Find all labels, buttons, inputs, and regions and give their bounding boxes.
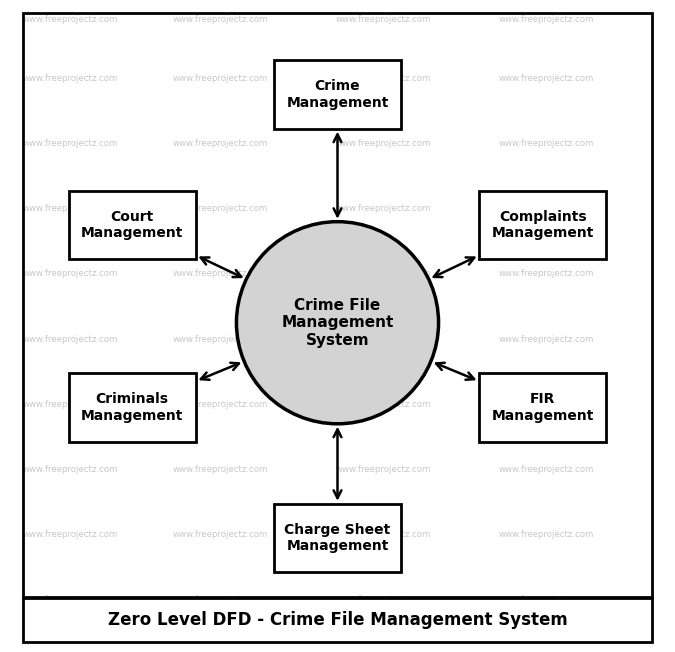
Bar (479, 373, 606, 442)
Text: www.freeprojectz.com: www.freeprojectz.com (172, 530, 268, 539)
Text: www.freeprojectz.com: www.freeprojectz.com (498, 465, 594, 474)
Text: www.freeprojectz.com: www.freeprojectz.com (498, 595, 594, 604)
Text: www.freeprojectz.com: www.freeprojectz.com (498, 74, 594, 83)
Text: www.freeprojectz.com: www.freeprojectz.com (22, 74, 118, 83)
Bar (23, 13, 652, 597)
Text: www.freeprojectz.com: www.freeprojectz.com (22, 139, 118, 148)
Text: Crime
Management: Crime Management (286, 80, 389, 110)
Bar (274, 503, 401, 572)
Text: www.freeprojectz.com: www.freeprojectz.com (172, 269, 268, 278)
Text: www.freeprojectz.com: www.freeprojectz.com (172, 204, 268, 213)
Text: www.freeprojectz.com: www.freeprojectz.com (22, 530, 118, 539)
Circle shape (236, 222, 439, 424)
Text: www.freeprojectz.com: www.freeprojectz.com (498, 334, 594, 344)
Text: www.freeprojectz.com: www.freeprojectz.com (22, 595, 118, 604)
Text: www.freeprojectz.com: www.freeprojectz.com (172, 334, 268, 344)
Text: www.freeprojectz.com: www.freeprojectz.com (335, 269, 431, 278)
Text: www.freeprojectz.com: www.freeprojectz.com (498, 400, 594, 409)
Text: Zero Level DFD - Crime File Management System: Zero Level DFD - Crime File Management S… (107, 611, 568, 629)
Text: www.freeprojectz.com: www.freeprojectz.com (22, 334, 118, 344)
Text: www.freeprojectz.com: www.freeprojectz.com (172, 74, 268, 83)
Text: www.freeprojectz.com: www.freeprojectz.com (498, 269, 594, 278)
Text: www.freeprojectz.com: www.freeprojectz.com (22, 269, 118, 278)
Text: www.freeprojectz.com: www.freeprojectz.com (335, 74, 431, 83)
Text: www.freeprojectz.com: www.freeprojectz.com (172, 465, 268, 474)
Text: www.freeprojectz.com: www.freeprojectz.com (22, 204, 118, 213)
Text: www.freeprojectz.com: www.freeprojectz.com (335, 595, 431, 604)
Text: www.freeprojectz.com: www.freeprojectz.com (335, 530, 431, 539)
Text: Crime File
Management
System: Crime File Management System (281, 298, 394, 348)
Text: www.freeprojectz.com: www.freeprojectz.com (172, 595, 268, 604)
Bar (479, 190, 606, 259)
Text: www.freeprojectz.com: www.freeprojectz.com (335, 139, 431, 148)
Text: www.freeprojectz.com: www.freeprojectz.com (22, 15, 118, 24)
Text: Complaints
Management: Complaints Management (491, 210, 594, 240)
Text: Charge Sheet
Management: Charge Sheet Management (284, 523, 391, 553)
Bar (23, 598, 652, 642)
Text: www.freeprojectz.com: www.freeprojectz.com (335, 334, 431, 344)
Text: www.freeprojectz.com: www.freeprojectz.com (498, 15, 594, 24)
Text: www.freeprojectz.com: www.freeprojectz.com (22, 400, 118, 409)
Text: Court
Management: Court Management (81, 210, 184, 240)
Text: www.freeprojectz.com: www.freeprojectz.com (172, 400, 268, 409)
Text: www.freeprojectz.com: www.freeprojectz.com (22, 465, 118, 474)
Bar (274, 60, 401, 128)
Bar (69, 373, 196, 442)
Text: Criminals
Management: Criminals Management (81, 393, 184, 422)
Bar (69, 190, 196, 259)
Text: www.freeprojectz.com: www.freeprojectz.com (172, 139, 268, 148)
Text: www.freeprojectz.com: www.freeprojectz.com (498, 204, 594, 213)
Text: www.freeprojectz.com: www.freeprojectz.com (498, 139, 594, 148)
Text: www.freeprojectz.com: www.freeprojectz.com (335, 400, 431, 409)
Text: FIR
Management: FIR Management (491, 393, 594, 422)
Text: www.freeprojectz.com: www.freeprojectz.com (335, 465, 431, 474)
Text: www.freeprojectz.com: www.freeprojectz.com (335, 15, 431, 24)
Text: www.freeprojectz.com: www.freeprojectz.com (335, 204, 431, 213)
Text: www.freeprojectz.com: www.freeprojectz.com (498, 530, 594, 539)
Text: www.freeprojectz.com: www.freeprojectz.com (172, 15, 268, 24)
